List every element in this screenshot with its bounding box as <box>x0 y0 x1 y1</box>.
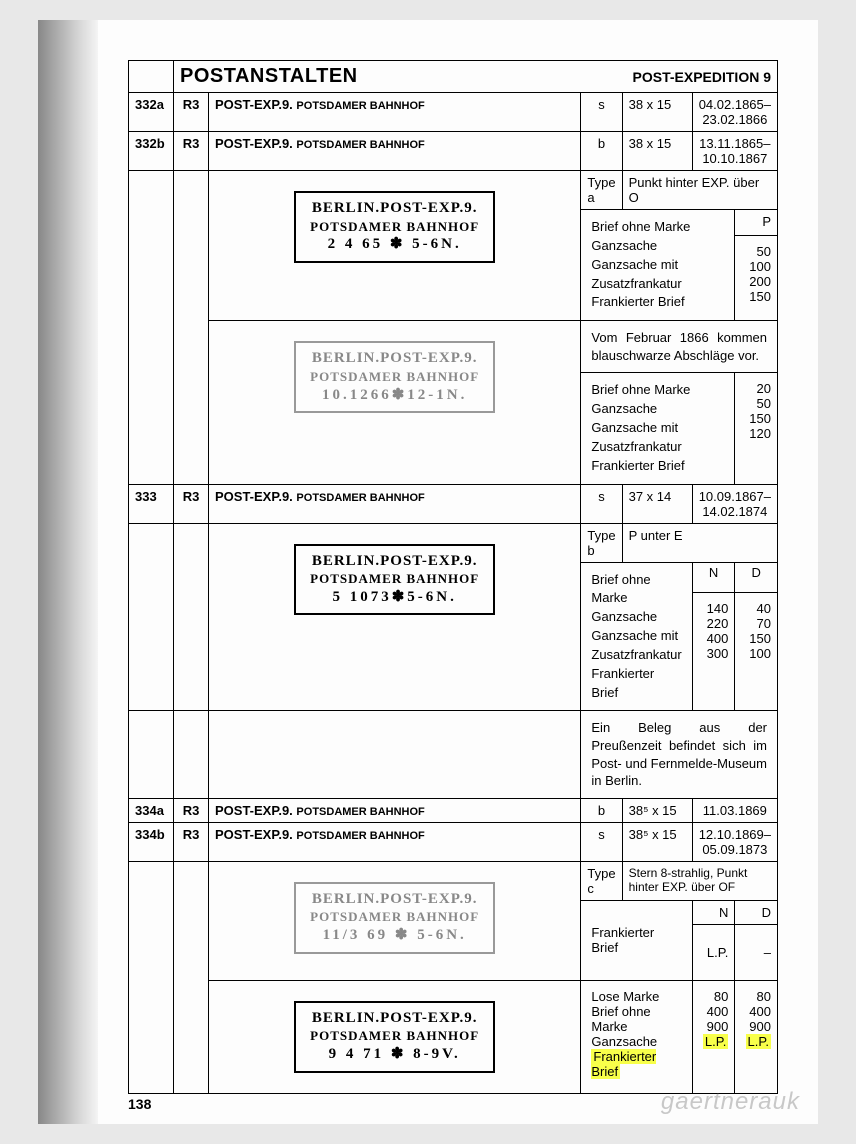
entry-row-334b: 334b R3 POST-EXP.9. POTSDAMER BAHNHOF s … <box>129 822 778 861</box>
section-title: POSTANSTALTEN <box>180 65 358 88</box>
price-line: Ganzsache mit Zusatzfrankatur <box>591 627 681 665</box>
price-value: 120 <box>741 426 771 441</box>
entry-date: 04.02.1865–23.02.1866 <box>692 93 777 132</box>
price-value: 200 <box>741 274 771 289</box>
postmark-stamp-3: BERLIN.POST-EXP.9. POTSDAMER BAHNHOF 5 1… <box>294 544 495 616</box>
price-line: Frankierter Brief <box>591 457 724 476</box>
note-row-3: Ein Beleg aus der Preußenzeit befindet s… <box>129 711 778 798</box>
type-label: Type b <box>581 523 622 562</box>
price-value: 150 <box>741 411 771 426</box>
entry-row-333: 333 R3 POST-EXP.9. POTSDAMER BAHNHOF s 3… <box>129 484 778 523</box>
entry-row-332a: 332a R3 POST-EXP.9. POTSDAMER BAHNHOF s … <box>129 93 778 132</box>
type-label: Type c <box>581 861 622 900</box>
entry-subtype: POTSDAMER BAHNHOF <box>296 139 424 151</box>
entry-code: R3 <box>174 132 209 171</box>
price-line: Ganzsache <box>591 237 724 256</box>
stamp-cell-5: BERLIN.POST-EXP.9. POTSDAMER BAHNHOF 9 4… <box>209 980 581 1093</box>
n-header: N <box>693 563 735 582</box>
book-spine <box>38 20 98 1124</box>
type-desc: P unter E <box>622 523 777 562</box>
type-label: Type a <box>581 171 622 210</box>
stamp-cell-3: BERLIN.POST-EXP.9. POTSDAMER BAHNHOF 5 1… <box>209 523 581 711</box>
stamp-line2: POTSDAMER BAHNHOF <box>310 369 479 386</box>
entry-row-334a: 334a R3 POST-EXP.9. POTSDAMER BAHNHOF b … <box>129 798 778 822</box>
type-a-row: BERLIN.POST-EXP.9. POTSDAMER BAHNHOF 2 4… <box>129 171 778 210</box>
note-row-1: BERLIN.POST-EXP.9. POTSDAMER BAHNHOF 10.… <box>129 321 778 373</box>
price-line: Ganzsache mit Zusatzfrankatur <box>591 419 724 457</box>
type-c-row: BERLIN.POST-EXP.9. POTSDAMER BAHNHOF 11/… <box>129 861 778 900</box>
stamp-cell-2: BERLIN.POST-EXP.9. POTSDAMER BAHNHOF 10.… <box>209 321 581 484</box>
price-block-5: BERLIN.POST-EXP.9. POTSDAMER BAHNHOF 9 4… <box>129 980 778 1093</box>
price-line: Brief ohne Marke <box>591 571 681 609</box>
entry-dim: 38 x 15 <box>622 93 692 132</box>
price-line: Brief ohne Marke <box>591 218 724 237</box>
price-line-highlighted: Frankierter Brief <box>591 1049 681 1079</box>
entry-dim: 38 x 15 <box>622 132 692 171</box>
entry-id: 332b <box>129 132 174 171</box>
entry-type: POST-EXP.9. <box>215 136 293 151</box>
section-subtitle: POST-EXPEDITION 9 <box>633 69 771 85</box>
stamp-line1: BERLIN.POST-EXP.9. <box>310 199 479 219</box>
price-value: 150 <box>741 289 771 304</box>
stamp-cell-4: BERLIN.POST-EXP.9. POTSDAMER BAHNHOF 11/… <box>209 861 581 980</box>
p-header: P <box>735 210 778 236</box>
stamp-cell-1: BERLIN.POST-EXP.9. POTSDAMER BAHNHOF 2 4… <box>209 171 581 321</box>
type-b-row: BERLIN.POST-EXP.9. POTSDAMER BAHNHOF 5 1… <box>129 523 778 562</box>
price-value: 50 <box>741 396 771 411</box>
d-header: D <box>735 563 777 582</box>
entry-id: 333 <box>129 484 174 523</box>
stamp-line3: 10.1266✽12-1N. <box>310 386 479 406</box>
price-value: 50 <box>741 244 771 259</box>
entry-color: s <box>581 93 622 132</box>
catalog-table: POSTANSTALTEN POST-EXPEDITION 9 332a R3 … <box>128 60 778 1094</box>
entry-subtype: POTSDAMER BAHNHOF <box>296 100 424 112</box>
postmark-stamp-4: BERLIN.POST-EXP.9. POTSDAMER BAHNHOF 11/… <box>294 882 495 954</box>
table-header-row: POSTANSTALTEN POST-EXPEDITION 9 <box>129 61 778 93</box>
price-line: Frankierter Brief <box>591 293 724 312</box>
stamp-line3: 2 4 65 ✽ 5-6N. <box>310 235 479 255</box>
type-desc: Stern 8-strahlig, Punkt hinter EXP. über… <box>622 861 777 900</box>
entry-row-332b: 332b R3 POST-EXP.9. POTSDAMER BAHNHOF b … <box>129 132 778 171</box>
postmark-stamp-1: BERLIN.POST-EXP.9. POTSDAMER BAHNHOF 2 4… <box>294 191 495 263</box>
price-line: Frankierter Brief <box>591 925 681 955</box>
entry-id: 332a <box>129 93 174 132</box>
price-line: Frankierter Brief <box>591 665 681 703</box>
postmark-stamp-5: BERLIN.POST-EXP.9. POTSDAMER BAHNHOF 9 4… <box>294 1001 495 1073</box>
price-value: 100 <box>741 259 771 274</box>
entry-code: R3 <box>174 484 209 523</box>
catalog-page: POSTANSTALTEN POST-EXPEDITION 9 332a R3 … <box>98 20 818 1124</box>
price-line: Ganzsache <box>591 400 724 419</box>
price-line: Ganzsache mit Zusatzfrankatur <box>591 256 724 294</box>
price-line: Ganzsache <box>591 608 681 627</box>
stamp-line1: BERLIN.POST-EXP.9. <box>310 349 479 369</box>
entry-type: POST-EXP.9. <box>215 97 293 112</box>
price-line: Brief ohne Marke <box>591 381 724 400</box>
note-text: Ein Beleg aus der Preußenzeit befindet s… <box>581 711 778 798</box>
price-line: Brief ohne Marke <box>591 1004 681 1034</box>
note-text: Vom Februar 1866 kommen blauschwarze Abs… <box>581 321 778 373</box>
postmark-stamp-2: BERLIN.POST-EXP.9. POTSDAMER BAHNHOF 10.… <box>294 341 495 413</box>
page-number: 138 <box>128 1096 151 1112</box>
entry-code: R3 <box>174 93 209 132</box>
entry-color: b <box>581 132 622 171</box>
price-line: Lose Marke <box>591 989 681 1004</box>
stamp-line2: POTSDAMER BAHNHOF <box>310 219 479 236</box>
entry-date: 13.11.1865–10.10.1867 <box>692 132 777 171</box>
price-value: 20 <box>741 381 771 396</box>
watermark: gaertnerauk <box>661 1088 800 1116</box>
price-line: Ganzsache <box>591 1034 681 1049</box>
page-wrapper: POSTANSTALTEN POST-EXPEDITION 9 332a R3 … <box>38 20 818 1124</box>
type-desc: Punkt hinter EXP. über O <box>622 171 777 210</box>
